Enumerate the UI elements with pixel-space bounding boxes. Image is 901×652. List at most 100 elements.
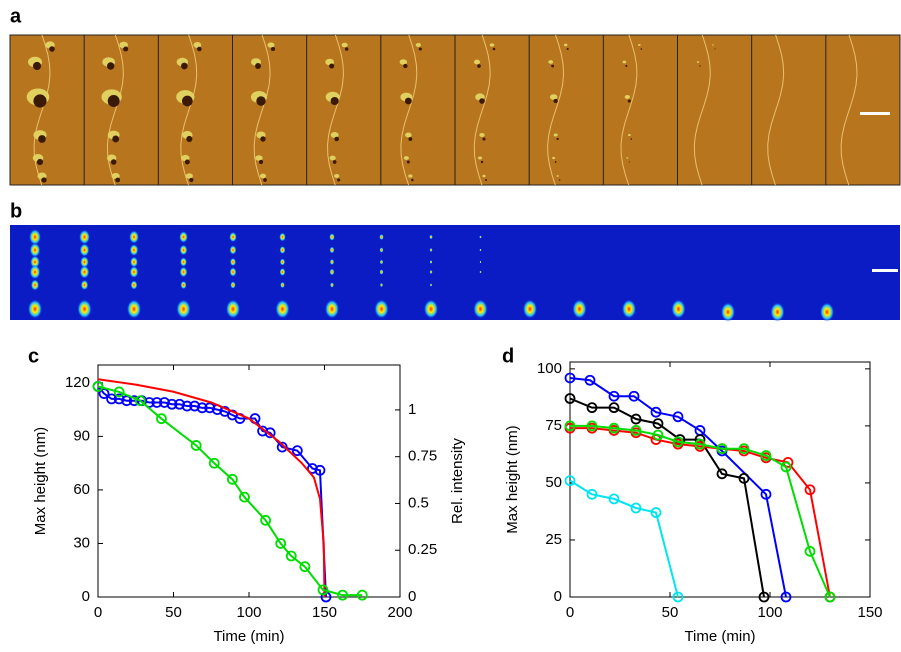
dna-strand [547, 34, 565, 186]
data-point [564, 475, 576, 487]
nucleosome-shadow [492, 47, 496, 51]
dna-strand [253, 34, 271, 186]
nucleosome [267, 42, 275, 48]
spot [429, 269, 433, 275]
nucleosome [255, 155, 263, 161]
x-tick-label: 0 [94, 604, 102, 621]
nucleosome [627, 133, 631, 137]
spot [29, 229, 41, 245]
nucleosome-shadow [477, 64, 481, 68]
data-point [650, 507, 662, 518]
data-point [608, 422, 620, 434]
series-line [97, 385, 363, 597]
nucleosome-shadow [406, 160, 410, 164]
nucleosome [330, 132, 339, 138]
series-line [569, 397, 765, 598]
nucleosome-shadow [332, 160, 337, 164]
spot [621, 299, 637, 319]
data-point [307, 463, 318, 474]
spot [279, 258, 286, 266]
y-axis-label: Max height (nm) [32, 427, 49, 535]
data-point [738, 443, 750, 455]
data-point [760, 450, 772, 461]
data-point [608, 402, 620, 414]
nucleosome-shadow [553, 98, 558, 104]
spot [126, 299, 142, 319]
data-point [758, 591, 770, 603]
nucleosome [549, 94, 558, 100]
x-axis-label: Time (min) [213, 628, 284, 645]
nucleosome-shadow [115, 177, 121, 183]
nucleosome [479, 133, 485, 137]
spot [379, 247, 384, 253]
data-point [291, 445, 303, 457]
data-point [694, 438, 706, 450]
spot [30, 279, 40, 291]
spot [229, 245, 237, 255]
data-point [652, 418, 664, 430]
dna-strand [693, 34, 711, 186]
spot [423, 299, 439, 319]
spot [229, 267, 237, 277]
data-point [650, 406, 662, 418]
nucleosome-shadow [49, 46, 55, 52]
spot [429, 260, 433, 264]
spot [671, 299, 686, 319]
data-point [672, 591, 684, 603]
data-point [134, 395, 146, 407]
nucleosome-shadow [344, 47, 349, 51]
spot [374, 299, 389, 319]
nucleosome-shadow [330, 96, 339, 106]
nucleosome [193, 42, 202, 48]
data-point [264, 427, 276, 439]
data-point [780, 591, 792, 603]
spot [129, 266, 139, 278]
data-point [630, 502, 642, 514]
spot [429, 234, 433, 240]
nucleosome-shadow [558, 179, 561, 181]
spot [79, 229, 90, 245]
spot [324, 299, 340, 319]
nucleosome [548, 60, 554, 64]
axes-box [569, 361, 871, 598]
nucleosome-shadow [625, 64, 628, 68]
nucleosome-shadow [404, 97, 412, 105]
data-point [208, 457, 220, 469]
spot [473, 299, 488, 319]
spot [479, 270, 482, 274]
spot [176, 299, 191, 319]
spot [179, 257, 188, 267]
data-point [174, 398, 185, 410]
panel-label: b [10, 200, 22, 222]
data-point [584, 374, 596, 386]
data-point [356, 589, 368, 601]
y-tick-label: 0 [554, 588, 562, 605]
spot [280, 281, 285, 289]
nucleosome [334, 174, 340, 178]
dna-strand [473, 34, 491, 186]
nucleosome-shadow [334, 136, 339, 142]
spot [479, 235, 482, 239]
nucleosome [259, 173, 267, 179]
nucleosome-shadow [411, 178, 414, 182]
spot [479, 260, 482, 264]
data-point [159, 397, 170, 408]
dna-strand [840, 34, 858, 186]
nucleosome-shadow [628, 161, 630, 163]
data-point [586, 420, 598, 432]
nucleosome-shadow [418, 47, 422, 51]
series-line [569, 479, 679, 598]
axes-box [97, 364, 401, 598]
nucleosome-shadow [403, 63, 408, 69]
nucleosome-shadow [260, 136, 266, 142]
nucleosome [712, 44, 714, 46]
x-tick-label: 0 [566, 604, 574, 621]
data-point [586, 402, 598, 414]
data-point [121, 395, 133, 407]
data-point [189, 400, 201, 412]
spot [79, 243, 90, 257]
nucleosome-shadow [184, 159, 190, 165]
nucleosome-shadow [485, 179, 487, 181]
spot [329, 268, 335, 276]
y-tick-label: 100 [537, 360, 562, 377]
